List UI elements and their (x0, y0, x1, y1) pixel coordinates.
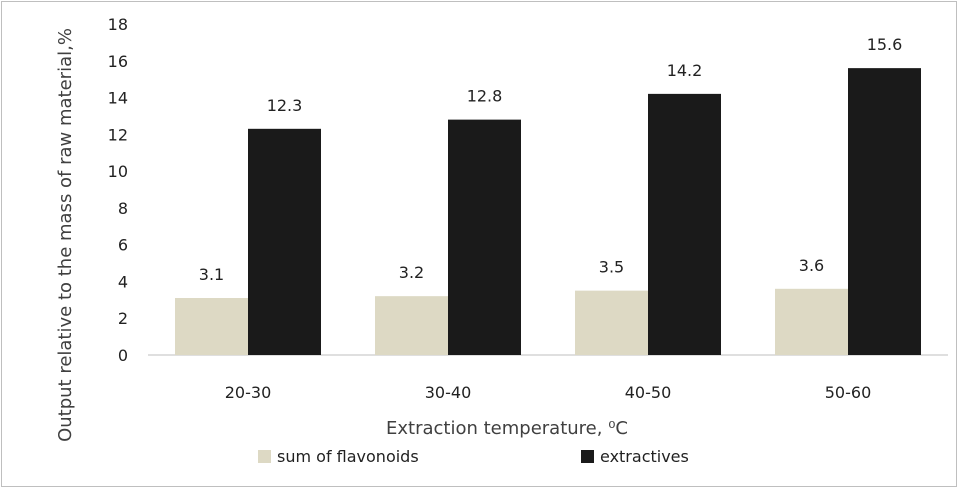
x-tick-label: 40-50 (625, 383, 672, 402)
bar-flavonoids (375, 296, 448, 355)
y-tick-label: 4 (118, 272, 128, 291)
y-tick-label: 2 (118, 309, 128, 328)
data-label: 3.1 (199, 265, 224, 284)
y-tick-label: 16 (108, 52, 128, 71)
bar-extractives (448, 119, 521, 355)
bar-flavonoids (175, 297, 248, 355)
data-label: 12.3 (267, 96, 303, 115)
y-tick-label: 8 (118, 199, 128, 218)
bar-flavonoids (775, 288, 848, 355)
x-tick-label: 20-30 (225, 383, 272, 402)
x-tick-label: 50-60 (825, 383, 872, 402)
bars (175, 68, 921, 355)
data-label: 3.5 (599, 258, 624, 277)
data-labels: 3.1 12.3 3.2 12.8 3.5 14.2 3.6 15.6 (199, 35, 903, 284)
y-tick-label: 18 (108, 15, 128, 34)
y-tick-label: 0 (118, 346, 128, 365)
bar-extractives (248, 128, 321, 355)
y-axis-title: Output relative to the mass of raw mater… (55, 28, 76, 442)
legend-label: sum of flavonoids (277, 447, 419, 466)
legend-label: extractives (600, 447, 689, 466)
data-label: 12.8 (467, 87, 503, 106)
bar-extractives (848, 68, 921, 355)
bar-flavonoids (575, 290, 648, 355)
x-tick-label: 30-40 (425, 383, 472, 402)
bar-extractives (648, 93, 721, 355)
y-tick-label: 14 (108, 89, 128, 108)
data-label: 3.2 (399, 263, 424, 282)
data-label: 14.2 (667, 61, 703, 80)
legend-swatch (581, 450, 594, 463)
x-axis-title: Extraction temperature, ⁰C (386, 418, 628, 439)
legend-swatch (258, 450, 271, 463)
y-tick-label: 6 (118, 236, 128, 255)
y-axis-ticks: 0 2 4 6 8 10 12 14 16 18 (108, 15, 128, 365)
y-tick-label: 12 (108, 125, 128, 144)
legend: sum of flavonoids extractives (258, 447, 689, 466)
y-tick-label: 10 (108, 162, 128, 181)
data-label: 15.6 (867, 35, 903, 54)
x-axis-ticks: 20-30 30-40 40-50 50-60 (225, 383, 872, 402)
data-label: 3.6 (799, 256, 824, 275)
